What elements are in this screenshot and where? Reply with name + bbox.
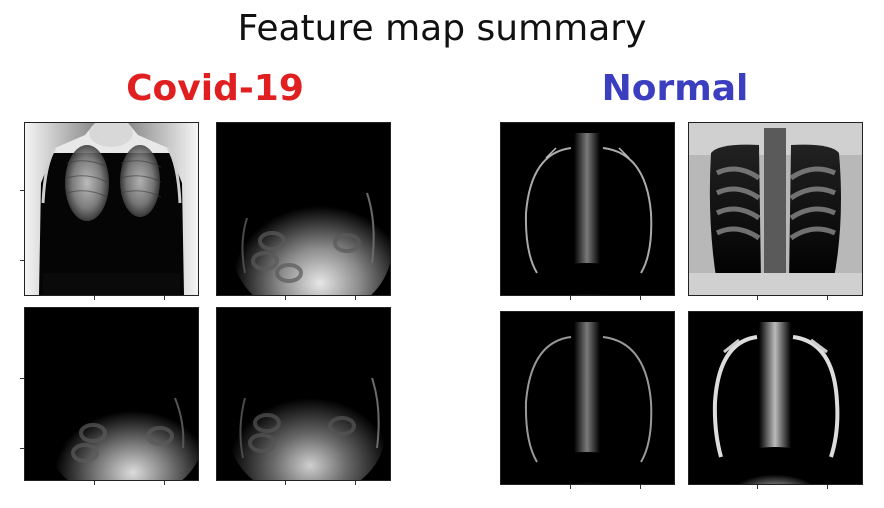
group-title-normal: Normal [601,68,749,109]
normal-feature-map-1 [500,122,675,296]
covid-feature-map-3 [24,307,199,481]
normal-feature-map-4 [688,311,863,485]
group-title-covid: Covid-19 [126,68,304,109]
normal-feature-map-3 [500,311,675,485]
covid-feature-map-4 [216,307,391,481]
normal-feature-map-2 [688,122,863,296]
figure-title: Feature map summary [237,8,647,49]
covid-feature-map-1 [24,122,199,296]
covid-feature-map-2 [216,122,391,296]
